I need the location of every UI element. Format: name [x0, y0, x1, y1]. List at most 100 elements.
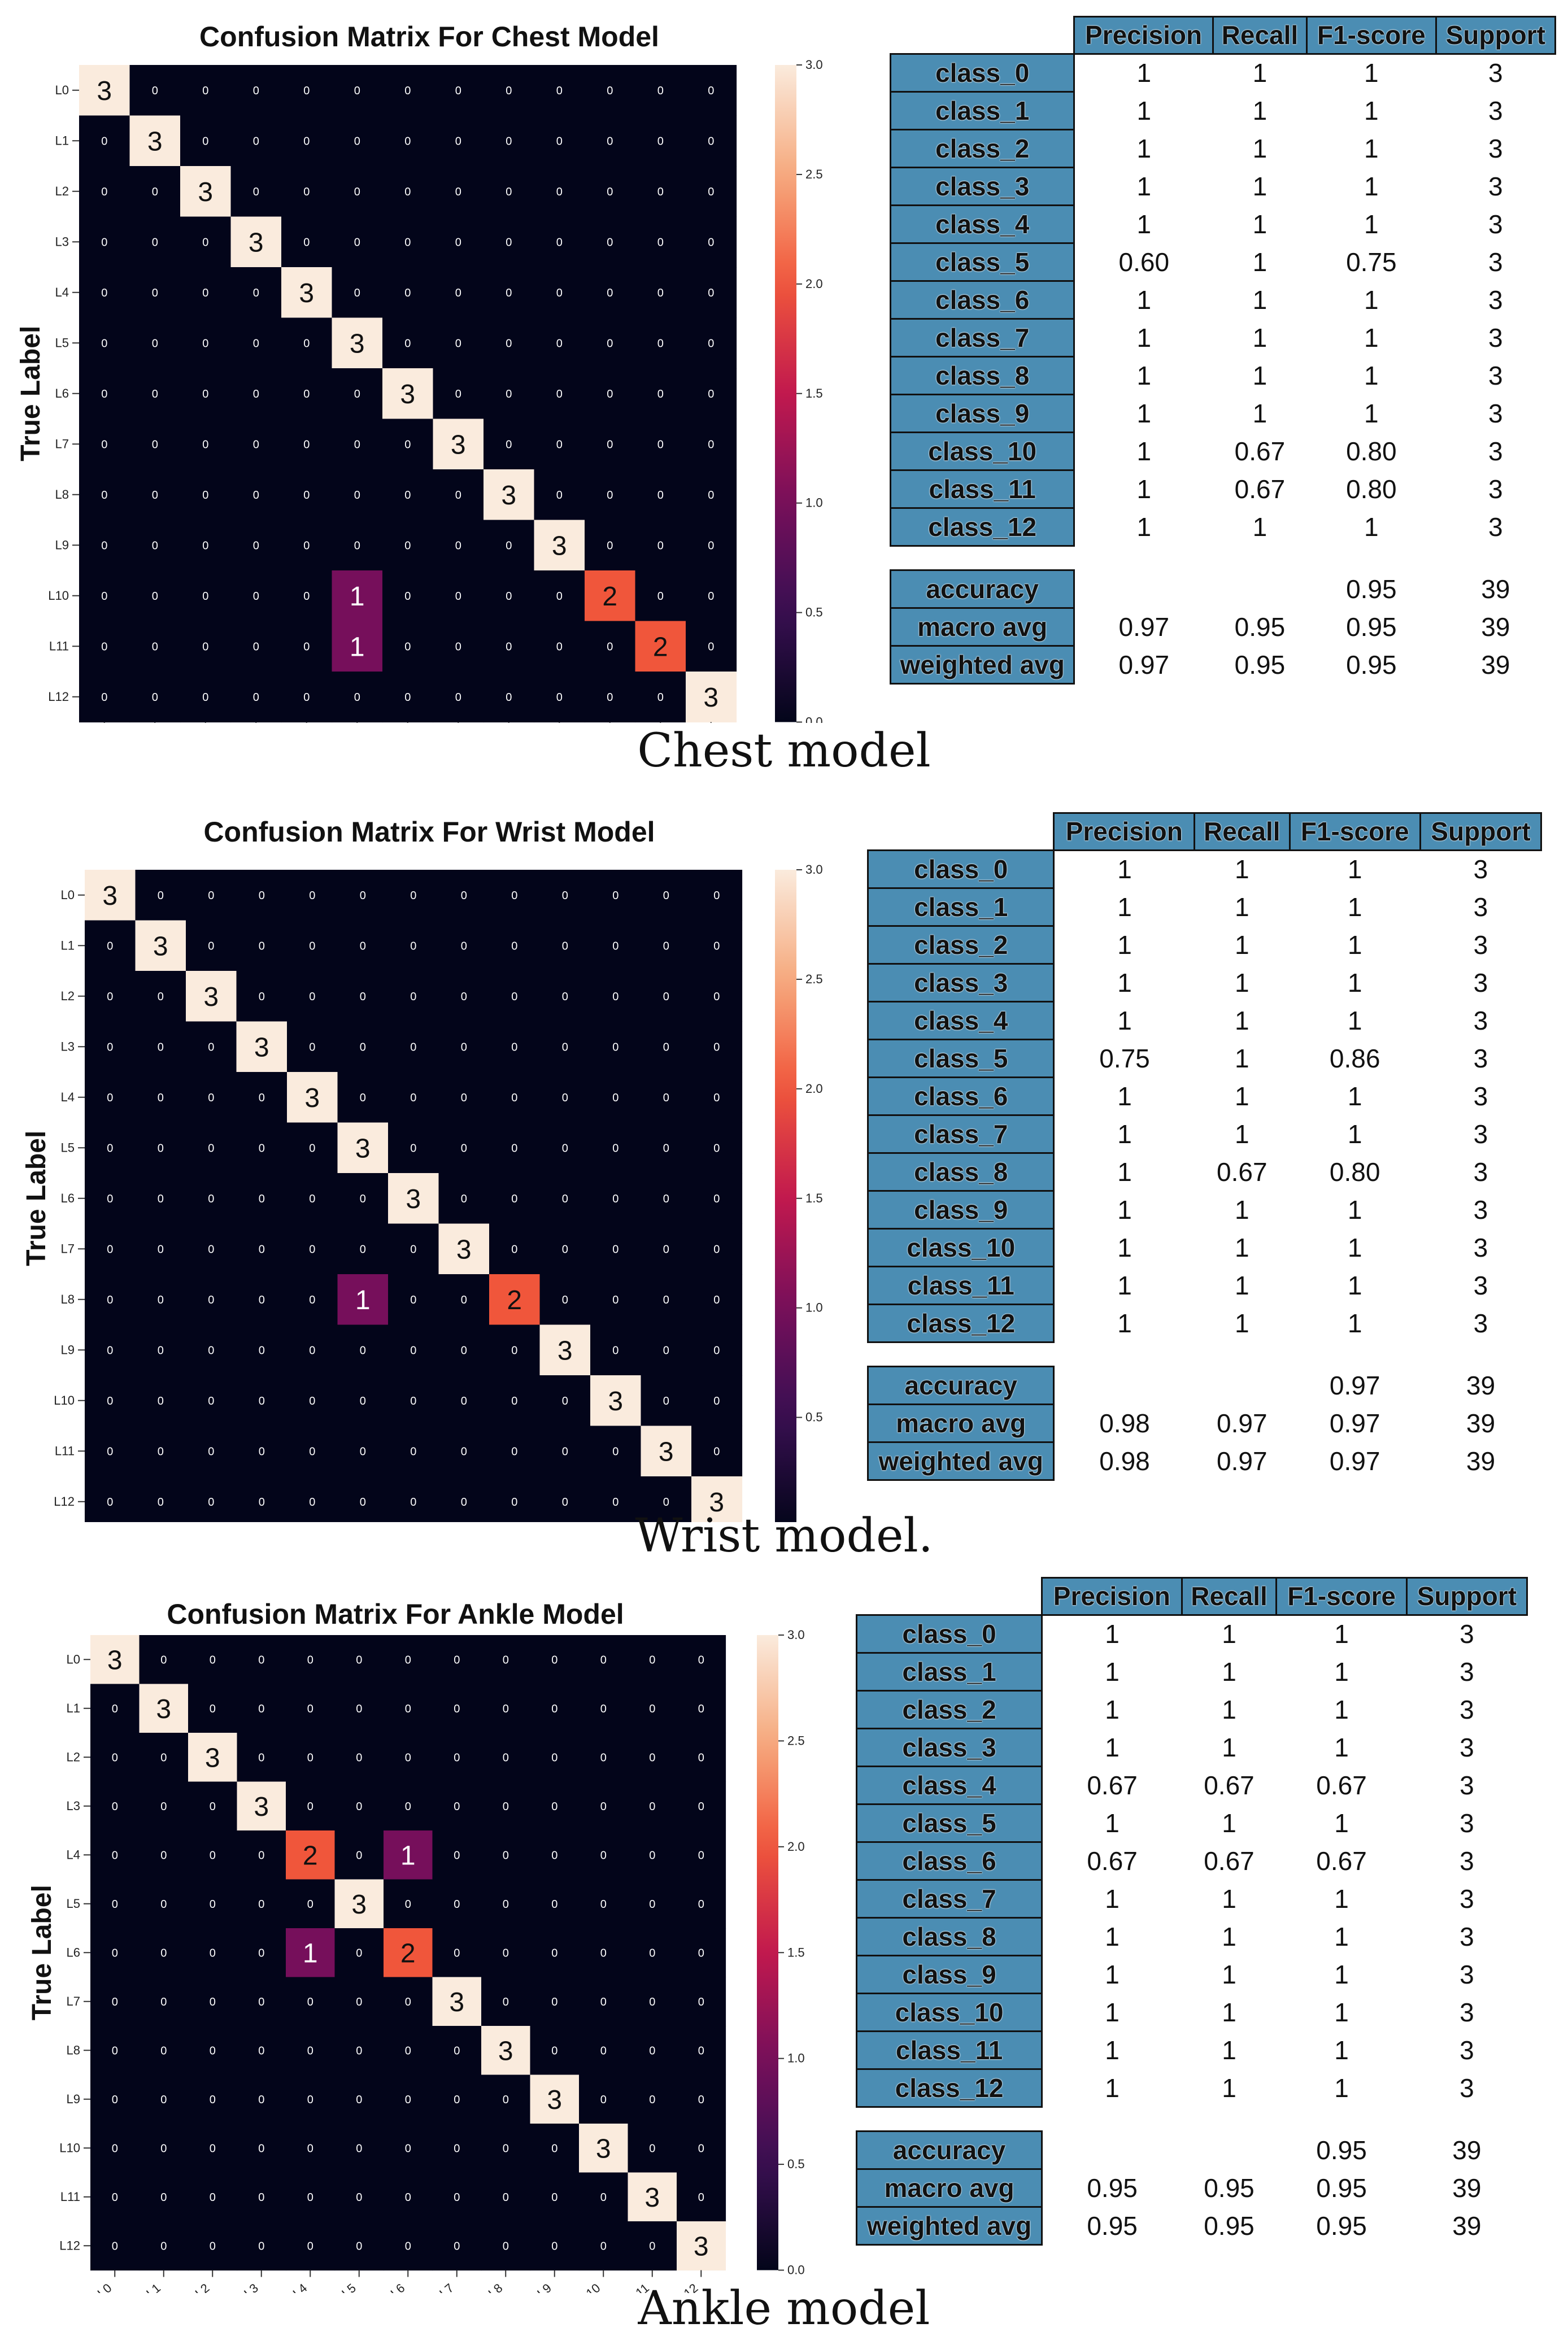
cell-value: 0 — [612, 1294, 619, 1306]
heatmap-cell — [382, 216, 434, 268]
report-value: 1 — [1347, 967, 1362, 997]
cell-value: 0 — [253, 539, 259, 552]
heatmap-cell — [628, 1635, 677, 1685]
cell-value: 0 — [511, 1395, 517, 1407]
report-value: 3 — [1473, 967, 1488, 997]
cell-value: 0 — [101, 539, 107, 552]
heatmap-cell — [677, 2221, 726, 2271]
heatmap-cell — [484, 166, 535, 217]
y-tick-label: L8 — [61, 1292, 75, 1306]
cell-value: 0 — [309, 1496, 315, 1509]
report-value: 3 — [1473, 1081, 1488, 1111]
heatmap-cell — [237, 2221, 286, 2271]
heatmap-cell — [287, 1426, 338, 1477]
cell-value: 3 — [299, 278, 314, 308]
cell-value: 0 — [663, 1395, 669, 1407]
heatmap-cell — [484, 115, 535, 167]
cell-value: 2 — [653, 632, 668, 662]
cell-value: 0 — [112, 1947, 118, 1959]
cell-value: 0 — [698, 2191, 704, 2204]
cell-value: 0 — [303, 388, 310, 400]
heatmap-cell — [135, 870, 186, 921]
report-row: class_9 1 1 1 3 — [855, 1954, 1527, 1994]
cell-value: 0 — [354, 539, 360, 552]
cell-value: 0 — [360, 940, 366, 952]
report-spacer-cell — [1290, 1342, 1420, 1366]
cell-value: 0 — [511, 1041, 517, 1053]
heatmap-cell — [590, 1021, 642, 1073]
report-value: 1 — [1234, 1005, 1249, 1035]
cell-value: 0 — [551, 2240, 557, 2252]
report-row: class_2 1 1 1 3 — [866, 925, 1541, 965]
report-row-label: class_4 — [889, 204, 1075, 244]
report-value: 0.95 — [1346, 650, 1397, 679]
cell-value: 0 — [556, 337, 563, 350]
report-spacer-cell — [1420, 1342, 1541, 1366]
heatmap-cell — [388, 1021, 439, 1073]
cell-value: 0 — [259, 940, 265, 952]
heatmap-cell — [691, 1072, 743, 1123]
report-value: 0.86 — [1329, 1043, 1380, 1073]
heatmap-cell — [534, 469, 585, 521]
y-tick-label: L6 — [61, 1191, 75, 1205]
cell-value: 0 — [107, 1344, 113, 1357]
report-summary-label: macro avg — [866, 1403, 1055, 1443]
cell-value: 0 — [158, 1395, 164, 1407]
colorbar-tick-label: 2.0 — [805, 1082, 823, 1096]
heatmap-cell — [585, 267, 636, 319]
heatmap-cell — [539, 870, 591, 921]
classification-report-chest: Precision Recall F1-score Support class_0 1 1 1… — [889, 16, 1557, 685]
report-value: 0.97 — [1329, 1408, 1380, 1438]
cell-value: 0 — [461, 890, 467, 902]
cell-value: 3 — [304, 1083, 320, 1113]
cell-value: 0 — [152, 337, 158, 350]
report-value: 0.75 — [1099, 1043, 1150, 1073]
report-summary-label: accuracy — [889, 569, 1075, 609]
cell-value: 0 — [708, 85, 714, 97]
cell-value: 0 — [663, 1496, 669, 1509]
cell-value: 0 — [454, 1849, 460, 1862]
heatmap-cell — [635, 65, 686, 116]
report-value: 3 — [1473, 1043, 1488, 1073]
cell-value: 0 — [506, 337, 512, 350]
heatmap-cell — [281, 469, 333, 521]
heatmap-cell — [484, 672, 535, 723]
report-value: 0.95 — [1234, 650, 1286, 679]
heatmap-cell — [635, 570, 686, 622]
heatmap-cell — [237, 2074, 286, 2124]
heatmap-cell — [530, 1928, 580, 1978]
y-tick-label: L0 — [55, 83, 69, 97]
report-row-label: class_1 — [855, 1651, 1043, 1692]
cell-value: 0 — [698, 2045, 704, 2057]
cell-value: 0 — [309, 1445, 315, 1458]
cell-value: 0 — [612, 1243, 619, 1256]
cell-value: 0 — [649, 2142, 655, 2155]
heatmap-cell — [287, 1476, 338, 1522]
cell-value: 0 — [455, 691, 461, 704]
cell-value: 0 — [208, 1193, 214, 1205]
cell-value: 0 — [112, 1996, 118, 2008]
heatmap-cell — [332, 672, 383, 723]
report-summary-row: weighted avg 0.97 0.95 0.95 39 — [889, 644, 1556, 685]
report-row-label: class_1 — [889, 90, 1075, 130]
report-spacer — [857, 2107, 1527, 2131]
cell-value: 0 — [657, 135, 664, 147]
report-value: 1 — [1105, 1732, 1120, 1762]
cell-value: 0 — [101, 186, 107, 198]
cell-value: 0 — [101, 640, 107, 653]
heatmap-cell — [484, 216, 535, 268]
cell-value: 0 — [506, 85, 512, 97]
heatmap-cell — [432, 2026, 482, 2076]
cell-value: 0 — [562, 890, 568, 902]
report-value: 1 — [1347, 930, 1362, 960]
heatmap-cell — [384, 1733, 433, 1782]
heatmap-cell — [85, 1122, 136, 1174]
cell-value: 0 — [160, 2045, 167, 2057]
cell-value: 0 — [160, 1801, 167, 1813]
cell-value: 0 — [107, 940, 113, 952]
report-row-label: class_1 — [866, 887, 1055, 927]
heatmap-cell — [481, 2172, 531, 2222]
report-row-label: class_7 — [855, 1878, 1043, 1919]
report-summary-label: weighted avg — [855, 2205, 1043, 2246]
cell-value: 0 — [309, 991, 315, 1003]
